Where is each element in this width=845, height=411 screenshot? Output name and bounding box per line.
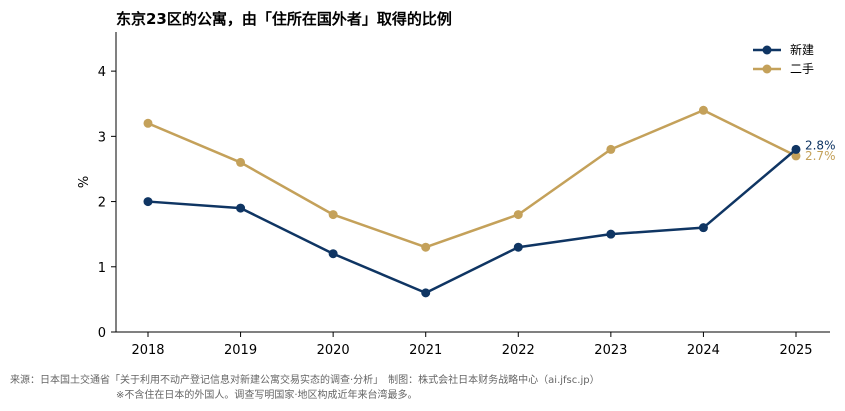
x-tick-label: 2025 [779,343,812,358]
x-tick-label: 2018 [131,343,164,358]
legend-marker-new [762,45,772,55]
data-point-new [513,242,523,252]
y-ticks: 0 1 2 3 4 [98,65,116,341]
x-tick-label: 2022 [502,343,535,358]
end-label-new: 2.8% [805,138,836,152]
data-point-new [143,197,153,207]
end-label-used: 2.7% [805,149,836,163]
x-tick-label: 2020 [317,343,350,358]
x-tick-label: 2023 [594,343,627,358]
series-line-used [147,109,797,249]
data-point-used [513,210,523,220]
axes [115,32,830,333]
data-point-new [421,288,431,298]
x-tick-label: 2021 [409,343,442,358]
legend-label-used: 二手 [790,62,814,76]
data-point-new [698,223,708,233]
data-point-used [328,210,338,220]
y-tick-label: 0 [98,326,106,341]
data-point-used [143,118,153,128]
x-tick-label: 2019 [224,343,257,358]
data-point-new [791,144,801,154]
end-labels: 2.8%2.7% [805,138,836,163]
y-tick-label: 3 [98,130,106,145]
data-point-new [606,229,616,239]
data-point-used [236,157,246,167]
legend-label-new: 新建 [790,42,814,57]
x-ticks: 2018 2019 2020 2021 2022 2023 2024 2025 [131,332,813,358]
y-tick-label: 1 [98,261,106,276]
y-tick-label: 2 [98,196,106,211]
source-text: 来源：日本国土交通省「关于利用不动产登记信息对新建公寓交易实态的调查·分析」 制… [10,373,600,386]
legend-marker-used [762,64,772,74]
data-point-new [328,249,338,259]
data-point-used [698,105,708,115]
data-point-new [236,203,246,213]
data-point-used [606,144,616,154]
data-point-used [421,242,431,252]
data-point-used [791,151,801,161]
y-tick-label: 4 [98,65,106,80]
y-axis-label: % [77,176,92,188]
series-line-new [147,148,797,295]
x-tick-label: 2024 [687,343,720,358]
legend: 新建 二手 [753,42,814,76]
series-layer [143,105,801,298]
footnote-text: ※不含住在日本的外国人。调查写明国家·地区构成近年来台湾最多。 [116,388,418,401]
chart-title: 东京23区的公寓，由「住所在国外者」取得的比例 [116,10,452,28]
